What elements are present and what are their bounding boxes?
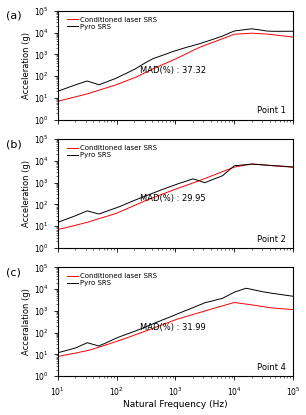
Text: MAD(%) : 29.95: MAD(%) : 29.95 bbox=[140, 195, 206, 203]
Pyro SRS bbox=[286, 164, 290, 169]
Pyro SRS bbox=[250, 161, 253, 166]
Pyro SRS bbox=[183, 179, 187, 184]
Pyro SRS bbox=[169, 184, 173, 189]
Pyro SRS bbox=[291, 29, 295, 34]
Conditioned laser SRS bbox=[56, 227, 60, 232]
Conditioned laser SRS bbox=[250, 161, 254, 166]
Text: MAD(%) : 31.99: MAD(%) : 31.99 bbox=[140, 323, 206, 332]
Conditioned laser SRS bbox=[169, 319, 173, 324]
Line: Conditioned laser SRS: Conditioned laser SRS bbox=[58, 33, 293, 101]
Pyro SRS bbox=[56, 220, 60, 225]
Text: (c): (c) bbox=[6, 267, 21, 277]
Text: (b): (b) bbox=[6, 139, 22, 149]
Conditioned laser SRS bbox=[56, 99, 60, 104]
Conditioned laser SRS bbox=[249, 31, 252, 36]
Pyro SRS bbox=[196, 42, 200, 46]
Pyro SRS bbox=[291, 164, 295, 169]
X-axis label: Natural Frequency (Hz): Natural Frequency (Hz) bbox=[123, 400, 228, 410]
Conditioned laser SRS bbox=[183, 52, 187, 57]
Conditioned laser SRS bbox=[250, 31, 253, 36]
Conditioned laser SRS bbox=[291, 165, 295, 170]
Y-axis label: Acceralation (g): Acceralation (g) bbox=[22, 288, 31, 355]
Line: Conditioned laser SRS: Conditioned laser SRS bbox=[58, 303, 293, 356]
Pyro SRS bbox=[291, 294, 295, 299]
Legend: Conditioned laser SRS, Pyro SRS: Conditioned laser SRS, Pyro SRS bbox=[66, 272, 158, 288]
Pyro SRS bbox=[169, 314, 173, 319]
Conditioned laser SRS bbox=[168, 189, 171, 194]
Line: Pyro SRS: Pyro SRS bbox=[58, 288, 293, 353]
Pyro SRS bbox=[168, 315, 171, 320]
Conditioned laser SRS bbox=[286, 34, 290, 39]
Text: Point 1: Point 1 bbox=[257, 106, 286, 115]
Line: Conditioned laser SRS: Conditioned laser SRS bbox=[58, 164, 293, 229]
Pyro SRS bbox=[286, 29, 290, 34]
Conditioned laser SRS bbox=[183, 183, 187, 188]
Pyro SRS bbox=[183, 45, 187, 50]
Conditioned laser SRS bbox=[196, 46, 200, 51]
Pyro SRS bbox=[196, 303, 200, 308]
Pyro SRS bbox=[56, 89, 60, 94]
Conditioned laser SRS bbox=[286, 307, 290, 312]
Conditioned laser SRS bbox=[168, 320, 171, 325]
Pyro SRS bbox=[250, 26, 254, 31]
Y-axis label: Acceleration (g): Acceleration (g) bbox=[22, 160, 31, 227]
Conditioned laser SRS bbox=[168, 59, 171, 64]
Conditioned laser SRS bbox=[169, 188, 173, 193]
Text: Point 4: Point 4 bbox=[257, 363, 286, 372]
Conditioned laser SRS bbox=[291, 307, 295, 312]
Conditioned laser SRS bbox=[169, 59, 173, 63]
Text: MAD(%) : 37.32: MAD(%) : 37.32 bbox=[140, 66, 206, 75]
Pyro SRS bbox=[169, 50, 173, 55]
Conditioned laser SRS bbox=[196, 310, 200, 315]
Pyro SRS bbox=[249, 162, 252, 167]
Pyro SRS bbox=[56, 350, 60, 355]
Pyro SRS bbox=[168, 184, 171, 189]
Pyro SRS bbox=[168, 50, 171, 55]
Pyro SRS bbox=[249, 27, 252, 32]
Pyro SRS bbox=[249, 287, 253, 292]
Pyro SRS bbox=[244, 286, 248, 291]
Text: (a): (a) bbox=[6, 11, 21, 21]
Line: Pyro SRS: Pyro SRS bbox=[58, 164, 293, 222]
Conditioned laser SRS bbox=[286, 164, 290, 169]
Conditioned laser SRS bbox=[183, 314, 187, 319]
Conditioned laser SRS bbox=[249, 302, 253, 307]
Conditioned laser SRS bbox=[291, 34, 295, 39]
Conditioned laser SRS bbox=[232, 300, 236, 305]
Conditioned laser SRS bbox=[249, 161, 252, 166]
Conditioned laser SRS bbox=[196, 179, 200, 184]
Pyro SRS bbox=[183, 308, 187, 313]
Y-axis label: Acceleration (g): Acceleration (g) bbox=[22, 32, 31, 99]
Pyro SRS bbox=[286, 293, 290, 298]
Conditioned laser SRS bbox=[56, 354, 60, 359]
Pyro SRS bbox=[196, 178, 200, 183]
Legend: Conditioned laser SRS, Pyro SRS: Conditioned laser SRS, Pyro SRS bbox=[66, 15, 158, 31]
Line: Pyro SRS: Pyro SRS bbox=[58, 29, 293, 91]
Text: Point 2: Point 2 bbox=[257, 234, 286, 244]
Legend: Conditioned laser SRS, Pyro SRS: Conditioned laser SRS, Pyro SRS bbox=[66, 144, 158, 159]
